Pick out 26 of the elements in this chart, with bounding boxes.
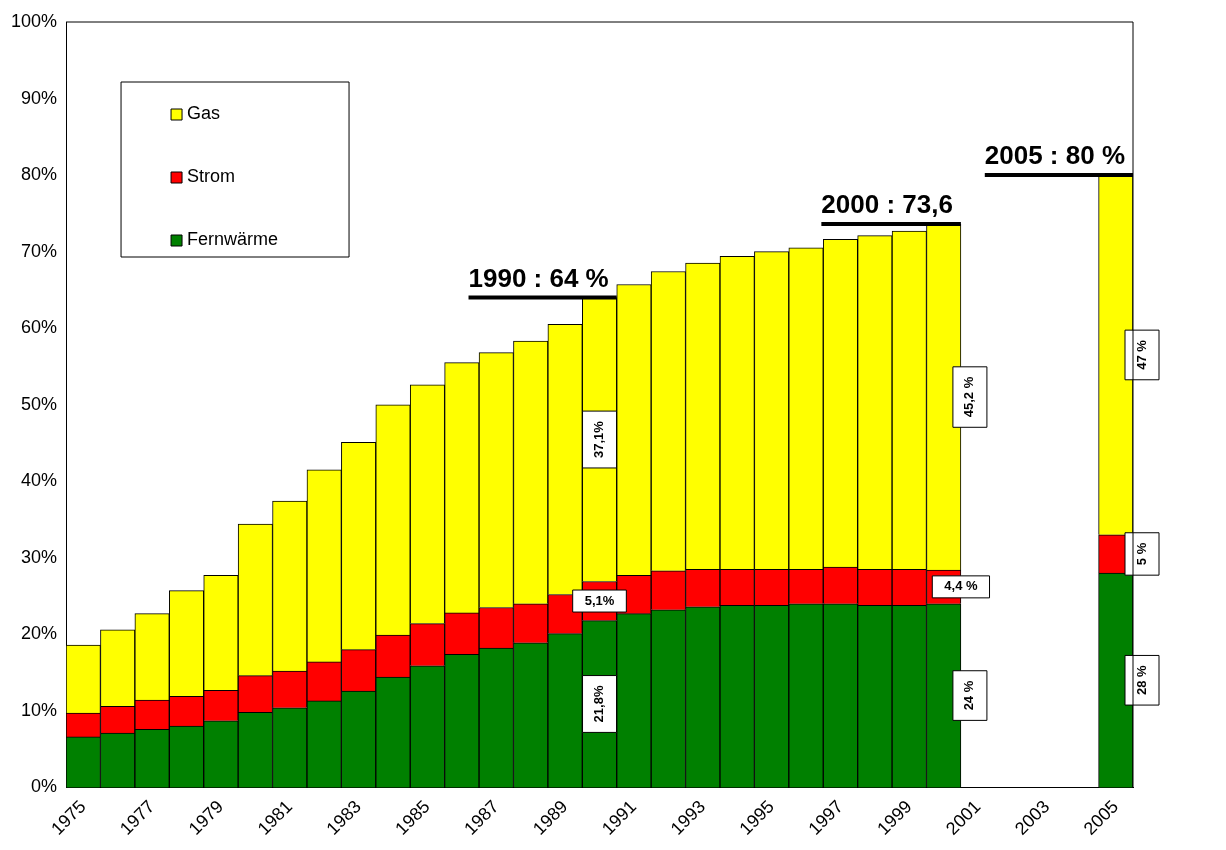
data-label: 28 % bbox=[1133, 665, 1149, 696]
annotation: 2005 : 80 % bbox=[984, 140, 1126, 171]
data-label: 5 % bbox=[1133, 542, 1149, 566]
annotation: 1990 : 64 % bbox=[468, 262, 609, 293]
y-tick-label: 100% bbox=[10, 10, 58, 31]
data-label: 47 % bbox=[1133, 339, 1149, 370]
data-label: 21,8% bbox=[591, 685, 607, 723]
y-tick-label: 20% bbox=[21, 623, 58, 644]
legend-label: Fernwärme bbox=[187, 228, 279, 249]
legend-label: Gas bbox=[187, 102, 221, 123]
data-label: 24 % bbox=[961, 680, 977, 711]
legend-label: Strom bbox=[187, 165, 236, 186]
data-label: 37,1% bbox=[591, 420, 607, 458]
data-label: 5,1% bbox=[584, 592, 615, 608]
y-tick-label: 30% bbox=[21, 546, 58, 567]
y-tick-label: 40% bbox=[21, 470, 58, 491]
data-label: 4,4 % bbox=[944, 578, 978, 594]
annotation: 2000 : 73,6 bbox=[821, 189, 953, 220]
data-label: 45,2 % bbox=[961, 376, 977, 418]
y-tick-label: 80% bbox=[21, 164, 58, 185]
y-tick-label: 90% bbox=[21, 87, 58, 108]
y-tick-label: 0% bbox=[31, 776, 58, 797]
y-tick-label: 50% bbox=[21, 393, 58, 414]
y-tick-label: 60% bbox=[21, 317, 58, 338]
y-tick-label: 70% bbox=[21, 240, 58, 261]
y-tick-label: 10% bbox=[21, 699, 58, 720]
